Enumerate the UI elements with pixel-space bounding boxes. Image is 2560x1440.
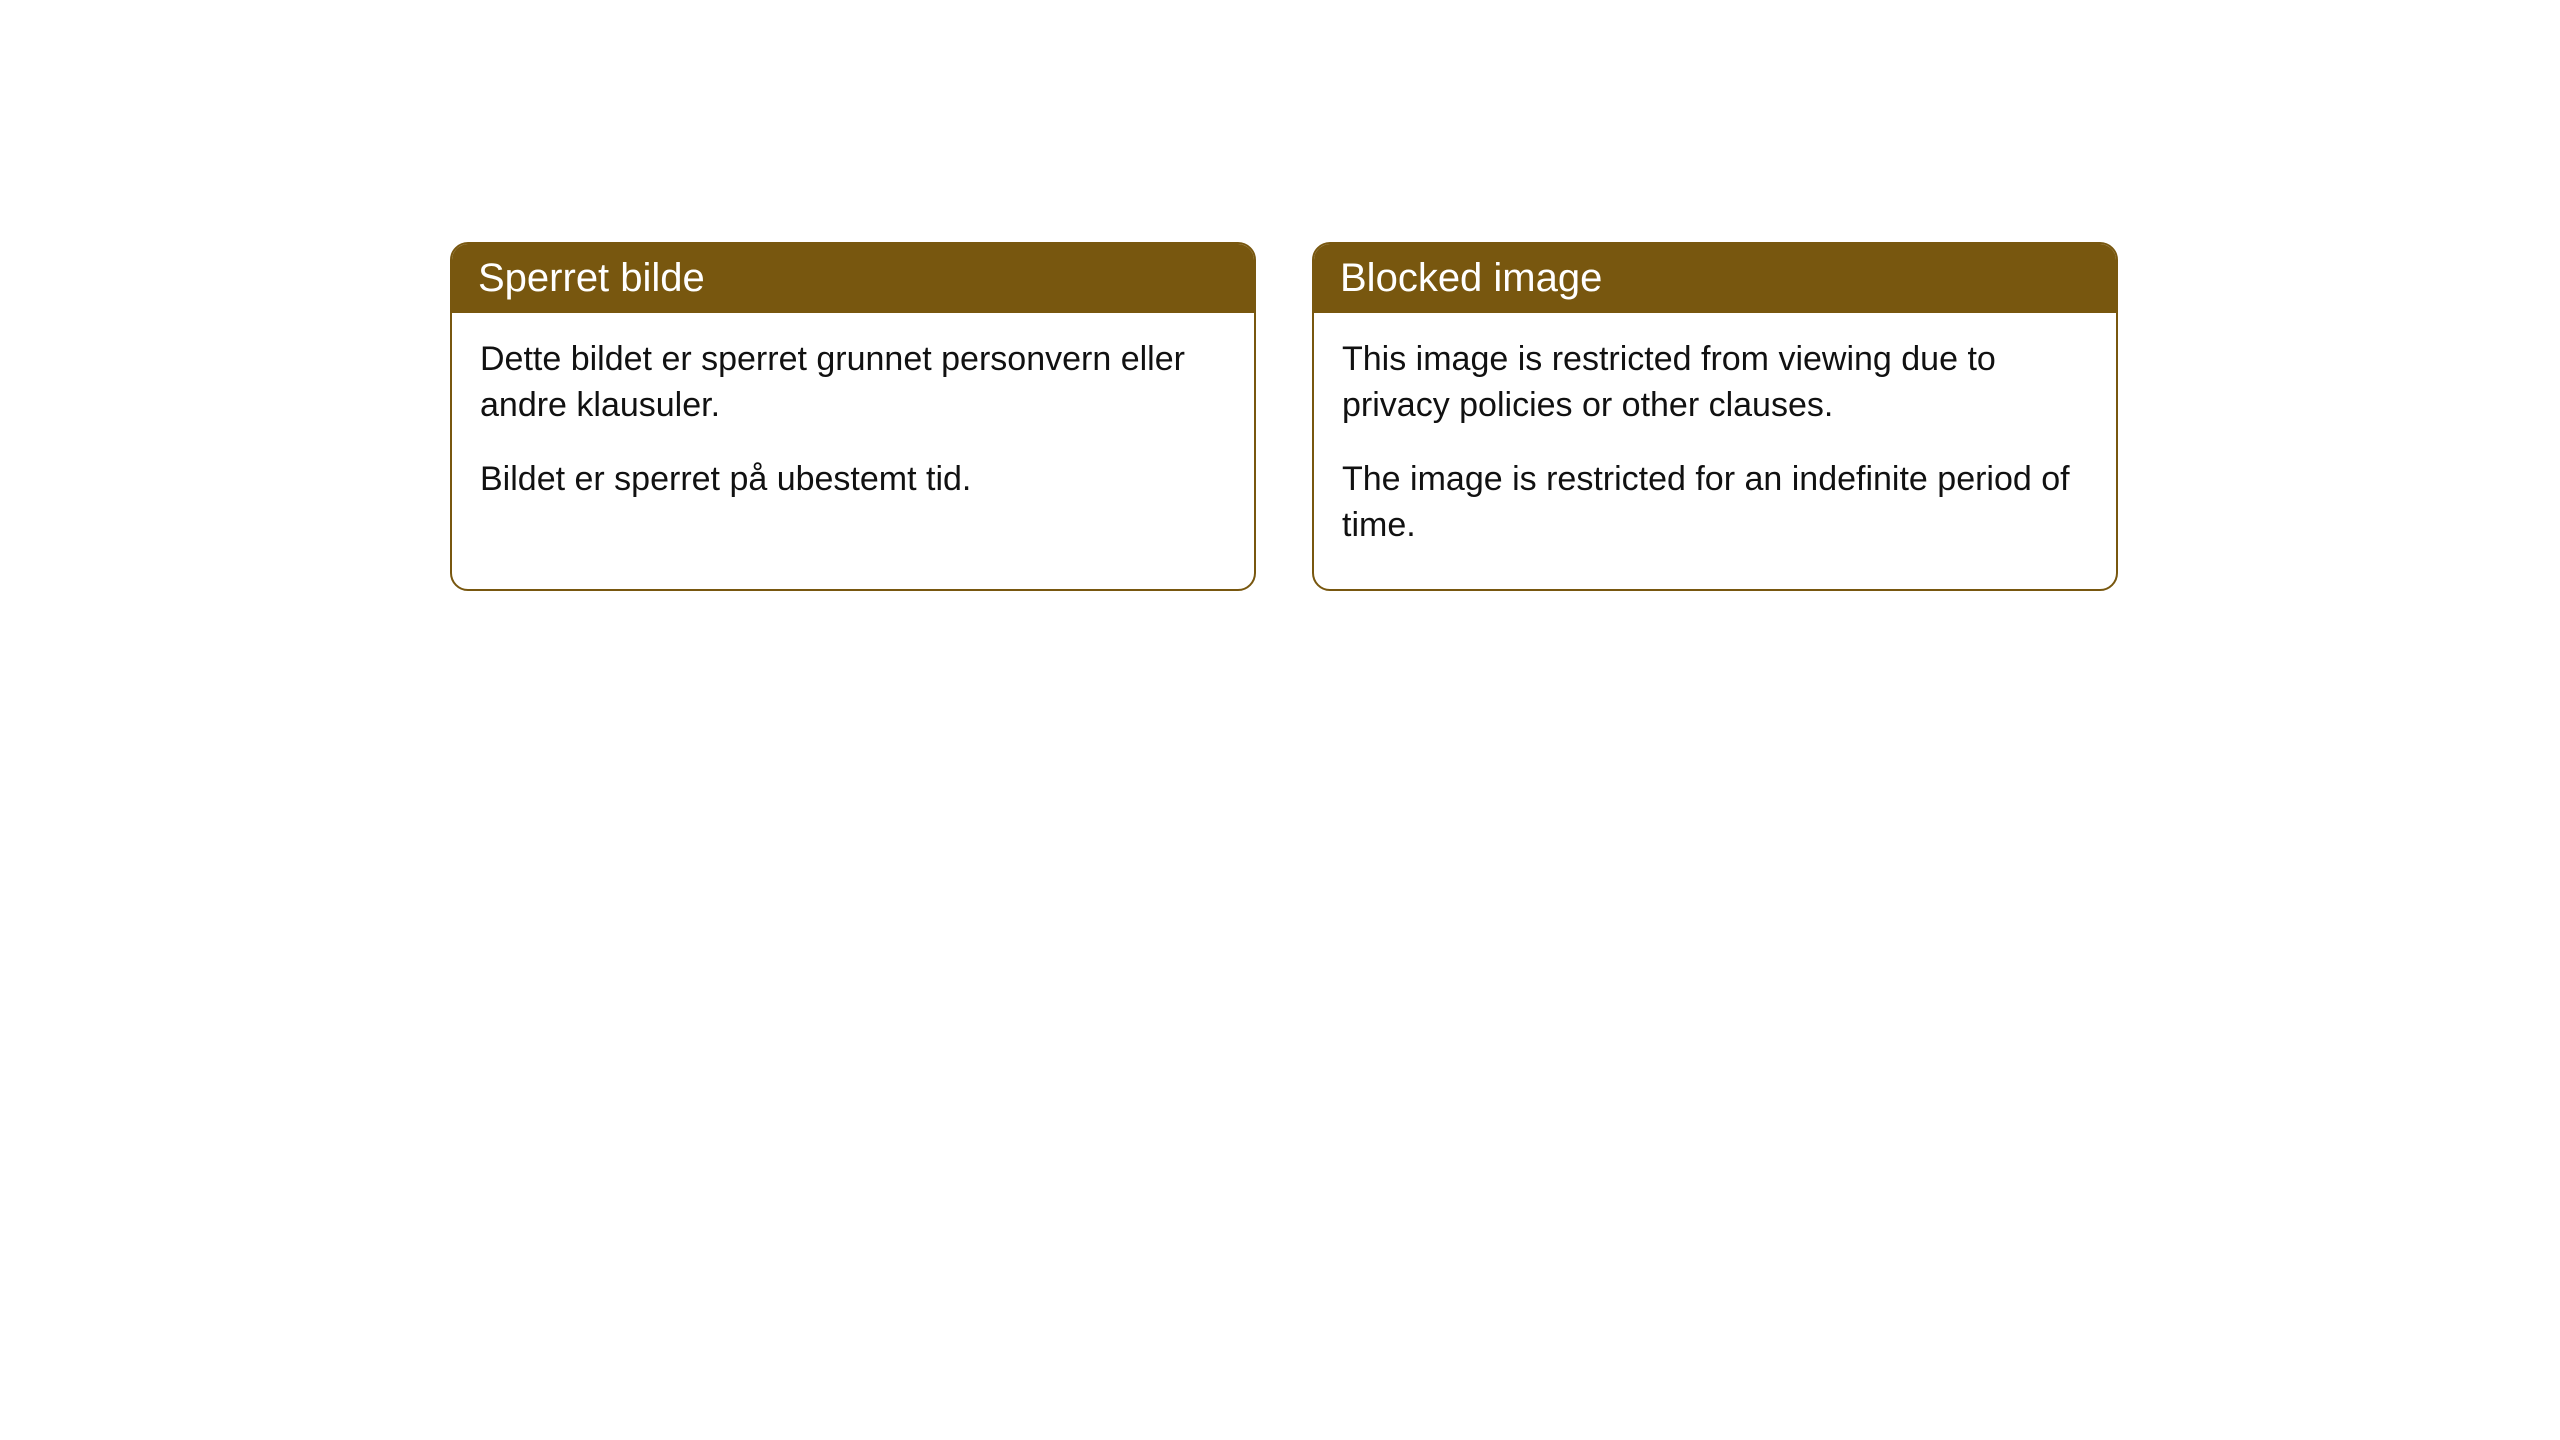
card-title: Blocked image xyxy=(1340,256,1602,300)
card-body: Dette bildet er sperret grunnet personve… xyxy=(452,313,1254,543)
card-paragraph: Dette bildet er sperret grunnet personve… xyxy=(480,337,1226,429)
card-header: Blocked image xyxy=(1314,244,2116,313)
card-title: Sperret bilde xyxy=(478,256,705,300)
notice-cards-container: Sperret bilde Dette bildet er sperret gr… xyxy=(450,242,2118,591)
card-header: Sperret bilde xyxy=(452,244,1254,313)
card-paragraph: The image is restricted for an indefinit… xyxy=(1342,457,2088,549)
blocked-image-card-no: Sperret bilde Dette bildet er sperret gr… xyxy=(450,242,1256,591)
blocked-image-card-en: Blocked image This image is restricted f… xyxy=(1312,242,2118,591)
card-paragraph: This image is restricted from viewing du… xyxy=(1342,337,2088,429)
card-body: This image is restricted from viewing du… xyxy=(1314,313,2116,589)
card-paragraph: Bildet er sperret på ubestemt tid. xyxy=(480,457,1226,503)
